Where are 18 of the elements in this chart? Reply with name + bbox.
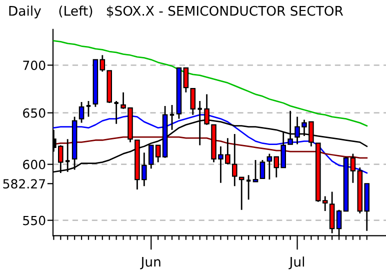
candlestick [260,159,266,180]
candlestick [238,176,244,211]
candlestick [190,88,196,116]
candlestick [350,153,356,184]
y-tick-label: 550 [23,216,46,226]
candlestick [78,101,84,124]
line-series [53,40,368,127]
candlestick [183,67,189,94]
candlestick [232,133,238,187]
y-tick-label: 582.27 [3,179,45,189]
candlestick [113,100,120,125]
x-tick-label: Jun [140,256,160,270]
candlestick [252,159,258,182]
chart-title: Daily (Left) $SOX.X - SEMICONDUCTOR SECTOR [9,6,344,18]
y-tick-label: 700 [23,60,46,70]
x-tick-label: Jul [288,256,304,270]
y-tick-label: 600 [23,160,46,170]
y-tick-label: 650 [23,108,46,118]
